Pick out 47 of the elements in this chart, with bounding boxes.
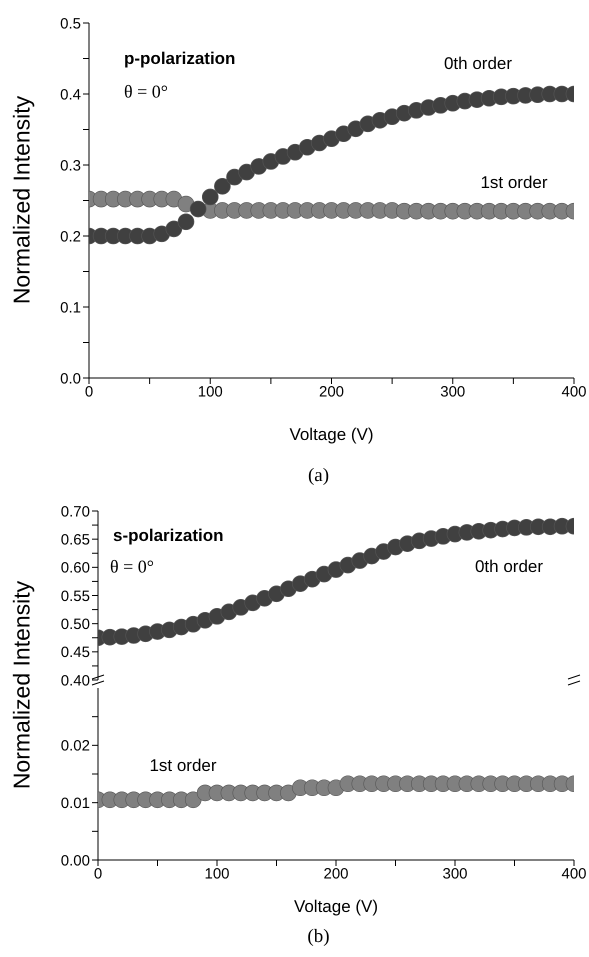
point bbox=[166, 220, 182, 238]
x-axis-title: Voltage (V) bbox=[294, 897, 378, 916]
annotation: θ = 0° bbox=[124, 82, 168, 102]
annotation: θ = 0° bbox=[110, 556, 154, 578]
y-tick-label: 0.01 bbox=[60, 794, 90, 812]
y-tick-label: 0.02 bbox=[60, 738, 90, 755]
point bbox=[202, 188, 219, 206]
y-tick-label: 0.40 bbox=[60, 672, 90, 690]
x-tick-label: 200 bbox=[318, 384, 344, 401]
point bbox=[214, 178, 231, 195]
x-axis-title: Voltage (V) bbox=[289, 425, 374, 444]
y-tick-label: 0.0 bbox=[60, 370, 81, 388]
y-tick-label: 0.70 bbox=[60, 503, 90, 520]
x-tick-label: 0 bbox=[94, 866, 102, 883]
x-tick-label: 400 bbox=[561, 866, 587, 883]
x-tick-label: 400 bbox=[561, 384, 587, 401]
y-tick-label: 0.3 bbox=[60, 157, 81, 174]
x-tick-label: 100 bbox=[198, 384, 223, 401]
y-tick-label: 0.2 bbox=[60, 228, 81, 246]
x-tick-label: 200 bbox=[323, 866, 349, 883]
y-axis-title: Normalized Intensity bbox=[8, 96, 36, 304]
text: (a) bbox=[306, 464, 330, 488]
y-axis-title: Normalized Intensity bbox=[8, 580, 36, 790]
series-label: 0th order bbox=[474, 557, 544, 577]
y-tick-label: 0.1 bbox=[60, 299, 81, 316]
point bbox=[190, 200, 206, 218]
annotation: p-polarization bbox=[124, 49, 236, 69]
point bbox=[238, 164, 255, 180]
x-tick-label: 300 bbox=[440, 384, 466, 401]
y-tick-label: 0.5 bbox=[60, 15, 81, 32]
text: (b) bbox=[306, 925, 331, 949]
y-tick-label: 0.00 bbox=[60, 852, 90, 870]
y-tick-label: 0.45 bbox=[60, 644, 90, 662]
y-tick-label: 0.55 bbox=[60, 588, 90, 605]
x-tick-label: 0 bbox=[84, 384, 94, 401]
annotation: s-polarization bbox=[113, 526, 224, 546]
point bbox=[184, 792, 202, 808]
point bbox=[178, 214, 194, 230]
y-tick-label: 0.50 bbox=[60, 616, 90, 633]
x-tick-label: 300 bbox=[442, 866, 468, 883]
x-tick-label: 100 bbox=[204, 866, 230, 883]
series-label: 0th order bbox=[444, 54, 512, 74]
series-label: 1st order bbox=[149, 756, 217, 776]
y-tick-label: 0.65 bbox=[60, 531, 90, 548]
series-label: 1st order bbox=[480, 173, 548, 193]
y-tick-label: 0.60 bbox=[60, 560, 90, 577]
y-tick-label: 0.4 bbox=[60, 86, 81, 104]
